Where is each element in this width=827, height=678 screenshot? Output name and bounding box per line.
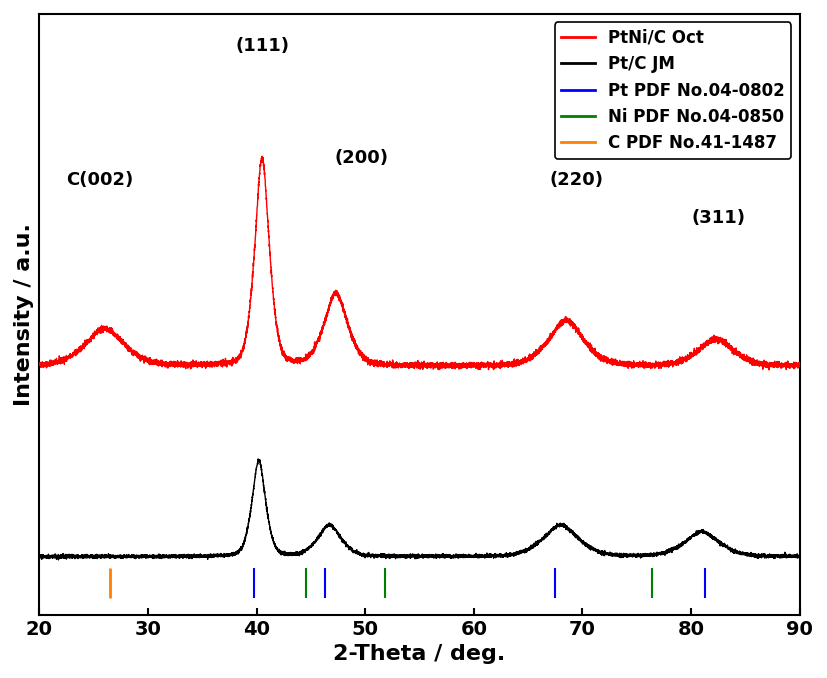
Text: C(002): C(002) xyxy=(67,171,134,188)
X-axis label: 2-Theta / deg.: 2-Theta / deg. xyxy=(333,644,505,664)
Legend: PtNi/C Oct, Pt/C JM, Pt PDF No.04-0802, Ni PDF No.04-0850, C PDF No.41-1487: PtNi/C Oct, Pt/C JM, Pt PDF No.04-0802, … xyxy=(555,22,791,159)
Y-axis label: Intensity / a.u.: Intensity / a.u. xyxy=(14,223,34,405)
Text: (220): (220) xyxy=(550,171,604,188)
Text: (311): (311) xyxy=(691,209,745,227)
Text: (111): (111) xyxy=(235,37,289,55)
Text: (200): (200) xyxy=(335,149,389,167)
